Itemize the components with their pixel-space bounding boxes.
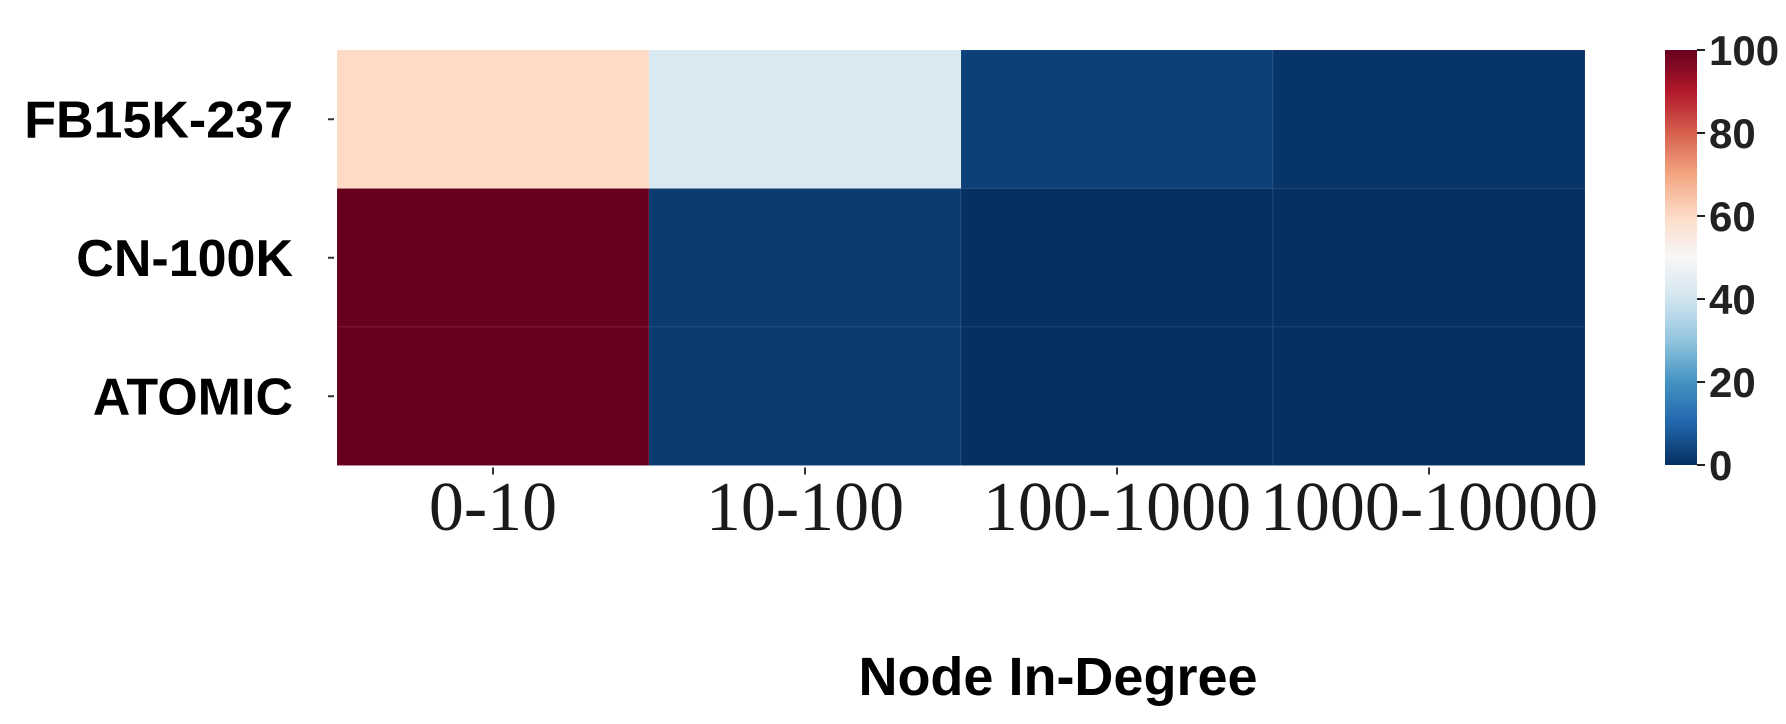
heatmap-cell: [960, 49, 1274, 189]
colorbar-tick-label: 100: [1709, 27, 1779, 74]
colorbar-gradient: [1665, 50, 1697, 465]
y-tick-label: ATOMIC: [93, 368, 293, 426]
colorbar-tick-label: 80: [1709, 110, 1756, 157]
heatmap-cell: [648, 188, 962, 328]
heatmap-cell: [336, 326, 650, 466]
heatmap-cell: [648, 326, 962, 466]
x-tick-label: 10-100: [706, 469, 904, 546]
colorbar-tick-label: 60: [1709, 193, 1756, 240]
x-axis-title: Node In-Degree: [858, 647, 1257, 707]
colorbar-tick-label: 0: [1709, 442, 1732, 489]
heatmap-cell: [960, 188, 1274, 328]
colorbar-tick-label: 20: [1709, 359, 1756, 406]
colorbar: 0 20 40 60 80 100: [1665, 27, 1779, 489]
heatmap-cell: [960, 326, 1274, 466]
y-tick-label: CN-100K: [76, 230, 293, 288]
heatmap-cell: [1272, 326, 1586, 466]
heatmap-cell: [336, 49, 650, 189]
y-tick-label: FB15K-237: [24, 91, 293, 149]
heatmap-cell: [1272, 49, 1586, 189]
x-axis-labels: 0-10 10-100 100-1000 1000-10000: [429, 467, 1598, 546]
x-tick-label: 100-1000: [983, 469, 1251, 546]
heatmap-cell: [648, 49, 962, 189]
x-tick-label: 0-10: [429, 469, 557, 546]
y-axis-labels: FB15K-237 CN-100K ATOMIC: [24, 91, 334, 426]
heatmap-cell: [336, 188, 650, 328]
colorbar-tick-label: 40: [1709, 276, 1756, 323]
x-tick-label: 1000-10000: [1260, 469, 1598, 546]
heatmap-cells: [336, 49, 1586, 466]
heatmap-cell: [1272, 188, 1586, 328]
